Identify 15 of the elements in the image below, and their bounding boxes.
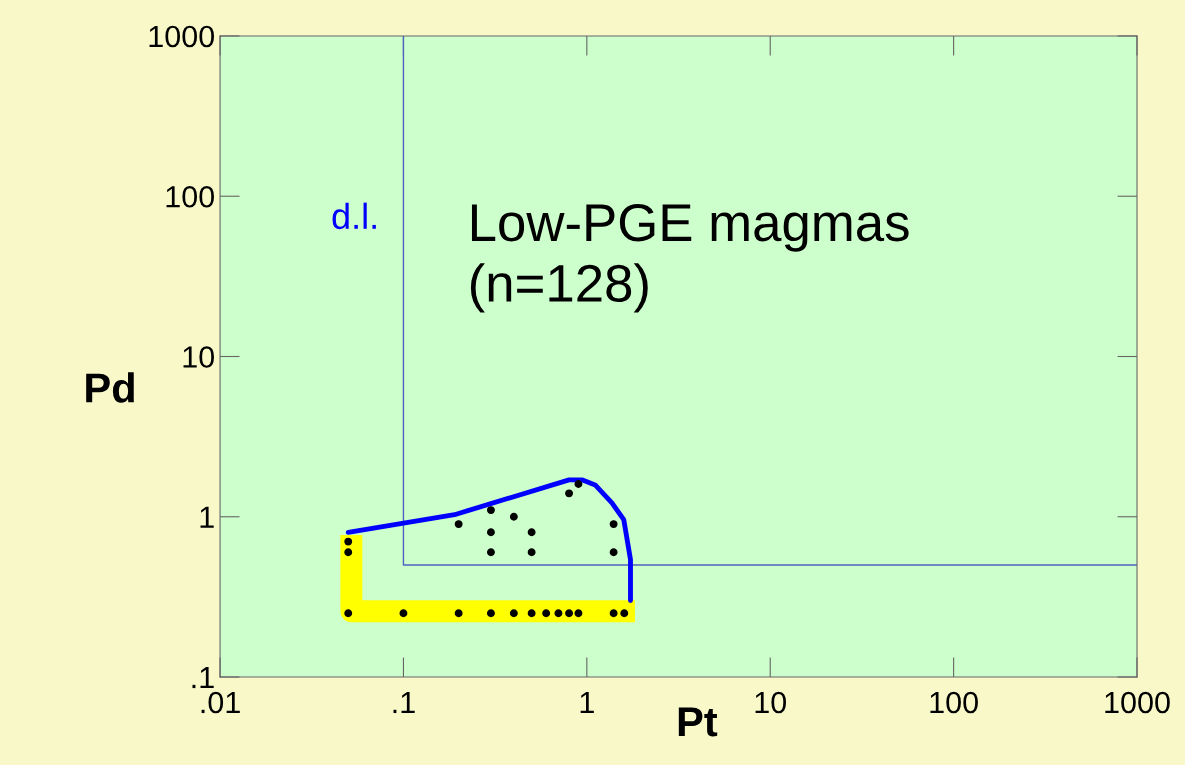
x-tick-label: .01 bbox=[201, 691, 240, 714]
x-tick-label: 1000 bbox=[1105, 691, 1170, 714]
x-tick-label: 1 bbox=[580, 692, 594, 714]
x-tick-label: 100 bbox=[930, 691, 978, 714]
x-tick-label: 10 bbox=[755, 691, 787, 714]
y-tick-label: 1 bbox=[200, 506, 214, 528]
x-tick-label: .1 bbox=[393, 692, 415, 714]
y-tick-label: 1000 bbox=[149, 25, 215, 48]
y-tick-label: .1 bbox=[192, 667, 214, 689]
annotation: Low-PGE magmas (n=128) bbox=[470, 204, 909, 313]
x-axis-title: Pt bbox=[678, 707, 718, 737]
y-tick-label: 10 bbox=[183, 346, 214, 368]
y-tick-label: 100 bbox=[166, 185, 214, 208]
annotation: d.l. bbox=[332, 202, 376, 230]
y-axis-title: Pd bbox=[86, 372, 134, 403]
